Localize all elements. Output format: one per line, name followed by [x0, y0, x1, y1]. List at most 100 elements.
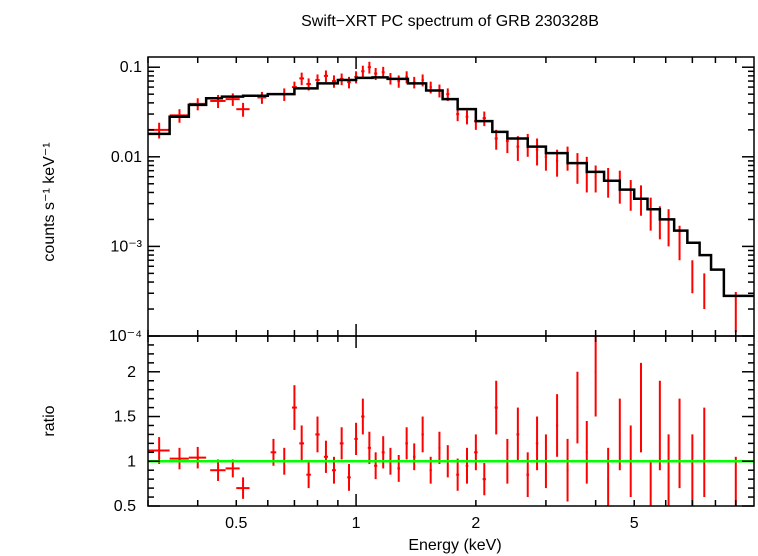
ratio-data-point	[438, 431, 441, 464]
spectrum-data-point	[405, 71, 408, 84]
spectrum-y-axis-label: counts s⁻¹ keV⁻¹	[41, 142, 58, 261]
ratio-data-point	[367, 431, 371, 464]
spectrum-data-point	[734, 291, 737, 333]
ratio-tick-marks	[147, 336, 754, 507]
ratio-data-point	[465, 447, 469, 484]
spectrum-data-point	[691, 260, 694, 294]
spectrum-y-tick-label: 0.01	[111, 149, 142, 166]
spectrum-data-point	[703, 273, 706, 310]
ratio-data-point	[169, 447, 189, 470]
ratio-data-point	[576, 371, 579, 444]
model-curve	[148, 76, 754, 298]
ratio-plot-frame	[147, 335, 755, 507]
spectrum-data-point	[332, 75, 336, 88]
spectrum-y-tick-label: 10⁻³	[110, 238, 142, 255]
ratio-data-point	[516, 407, 520, 462]
ratio-data-point	[354, 422, 358, 455]
spectrum-data-point	[482, 111, 486, 127]
ratio-data-point	[210, 459, 226, 481]
spectrum-y-tick-labels: 0.1 0.01 10⁻³ 10⁻⁴	[109, 59, 143, 345]
spectrum-data-point	[225, 93, 240, 106]
ratio-data-point	[474, 434, 478, 471]
x-tick-labels: 0.5 1 2 5	[225, 515, 639, 532]
ratio-data-point	[649, 461, 652, 506]
ratio-data-point	[703, 407, 706, 498]
spectrum-data-point	[639, 185, 642, 216]
spectrum-data-point	[494, 129, 498, 150]
ratio-data-point	[421, 416, 424, 453]
ratio-data-point	[412, 443, 416, 471]
spectrum-data-point	[649, 197, 652, 231]
spectrum-data-point	[576, 153, 579, 184]
ratio-data-point	[315, 416, 320, 453]
ratio-data-point	[339, 427, 344, 460]
spectrum-data-point	[299, 72, 305, 86]
ratio-data-point	[291, 385, 297, 430]
x-tick-label: 5	[630, 515, 639, 532]
ratio-data-point	[667, 434, 670, 506]
x-axis-label: Energy (keV)	[408, 537, 501, 554]
spectrum-y-tick-label: 0.1	[120, 59, 142, 76]
spectrum-data-point	[397, 75, 401, 88]
ratio-data-point	[456, 458, 460, 491]
ratio-data-point	[306, 461, 311, 489]
spectrum-data-point	[535, 138, 539, 166]
ratio-data-point	[494, 380, 498, 435]
ratio-y-tick-labels: 0.5 1 1.5 2	[114, 364, 136, 515]
spectrum-data-point	[594, 165, 597, 193]
x-tick-label: 2	[471, 515, 480, 532]
spectrum-data-point	[667, 209, 670, 247]
spectrum-data-point	[421, 74, 424, 87]
ratio-y-tick-label: 0.5	[114, 498, 136, 515]
spectrum-data-point	[347, 76, 351, 89]
spectrum-data-point	[465, 110, 469, 125]
ratio-data-point	[188, 446, 207, 469]
ratio-data-point	[691, 434, 694, 506]
ratio-data-point	[594, 336, 597, 417]
ratio-data-point	[482, 463, 486, 496]
ratio-y-tick-label: 2	[127, 364, 136, 381]
ratio-data-point	[618, 398, 621, 471]
ratio-data-point	[148, 437, 170, 464]
spectrum-data-point	[367, 61, 371, 74]
spectrum-data-points	[148, 61, 737, 333]
chart-title: Swift−XRT PC spectrum of GRB 230328B	[301, 13, 599, 30]
x-tick-label: 1	[352, 515, 361, 532]
spectrum-data-point	[629, 180, 632, 211]
ratio-data-point	[556, 394, 559, 457]
ratio-data-point	[374, 452, 378, 480]
spectrum-data-point	[148, 122, 170, 139]
ratio-data-point	[607, 447, 610, 506]
ratio-data-point	[236, 477, 250, 499]
spectrum-data-point	[361, 65, 365, 78]
spectrum-data-point	[323, 70, 328, 83]
spectrum-tick-marks	[147, 57, 754, 337]
spectrum-data-point	[236, 102, 250, 117]
x-tick-label: 0.5	[225, 515, 247, 532]
spectrum-panel: 0.1 0.01 10⁻³ 10⁻⁴ counts s⁻¹ keV⁻¹	[41, 56, 755, 345]
ratio-data-point	[299, 425, 305, 462]
spectrum-y-tick-label: 10⁻⁴	[109, 328, 142, 345]
ratio-data-point	[323, 440, 328, 473]
ratio-data-point	[405, 427, 408, 460]
ratio-data-point	[381, 436, 385, 469]
ratio-data-point	[347, 463, 351, 491]
ratio-data-point	[639, 362, 642, 453]
spectrum-data-point	[516, 136, 520, 161]
ratio-y-axis-label: ratio	[41, 405, 58, 436]
ratio-data-point	[361, 398, 365, 435]
ratio-data-point	[734, 456, 737, 506]
ratio-y-tick-label: 1	[127, 453, 136, 470]
ratio-panel: 0.5 1 1.5 2 0.5 1 2 5 ratio Energy (keV)	[41, 335, 755, 554]
ratio-data-point	[585, 421, 588, 484]
ratio-data-point	[566, 438, 569, 502]
ratio-y-tick-label: 1.5	[114, 409, 136, 426]
ratio-data-point	[678, 398, 681, 489]
ratio-data-point	[397, 455, 401, 482]
ratio-data-point	[658, 380, 661, 471]
ratio-data-point	[526, 452, 529, 498]
ratio-data-points	[148, 336, 737, 506]
spectrum-data-point	[607, 168, 610, 198]
spectrum-data-point	[257, 91, 267, 104]
